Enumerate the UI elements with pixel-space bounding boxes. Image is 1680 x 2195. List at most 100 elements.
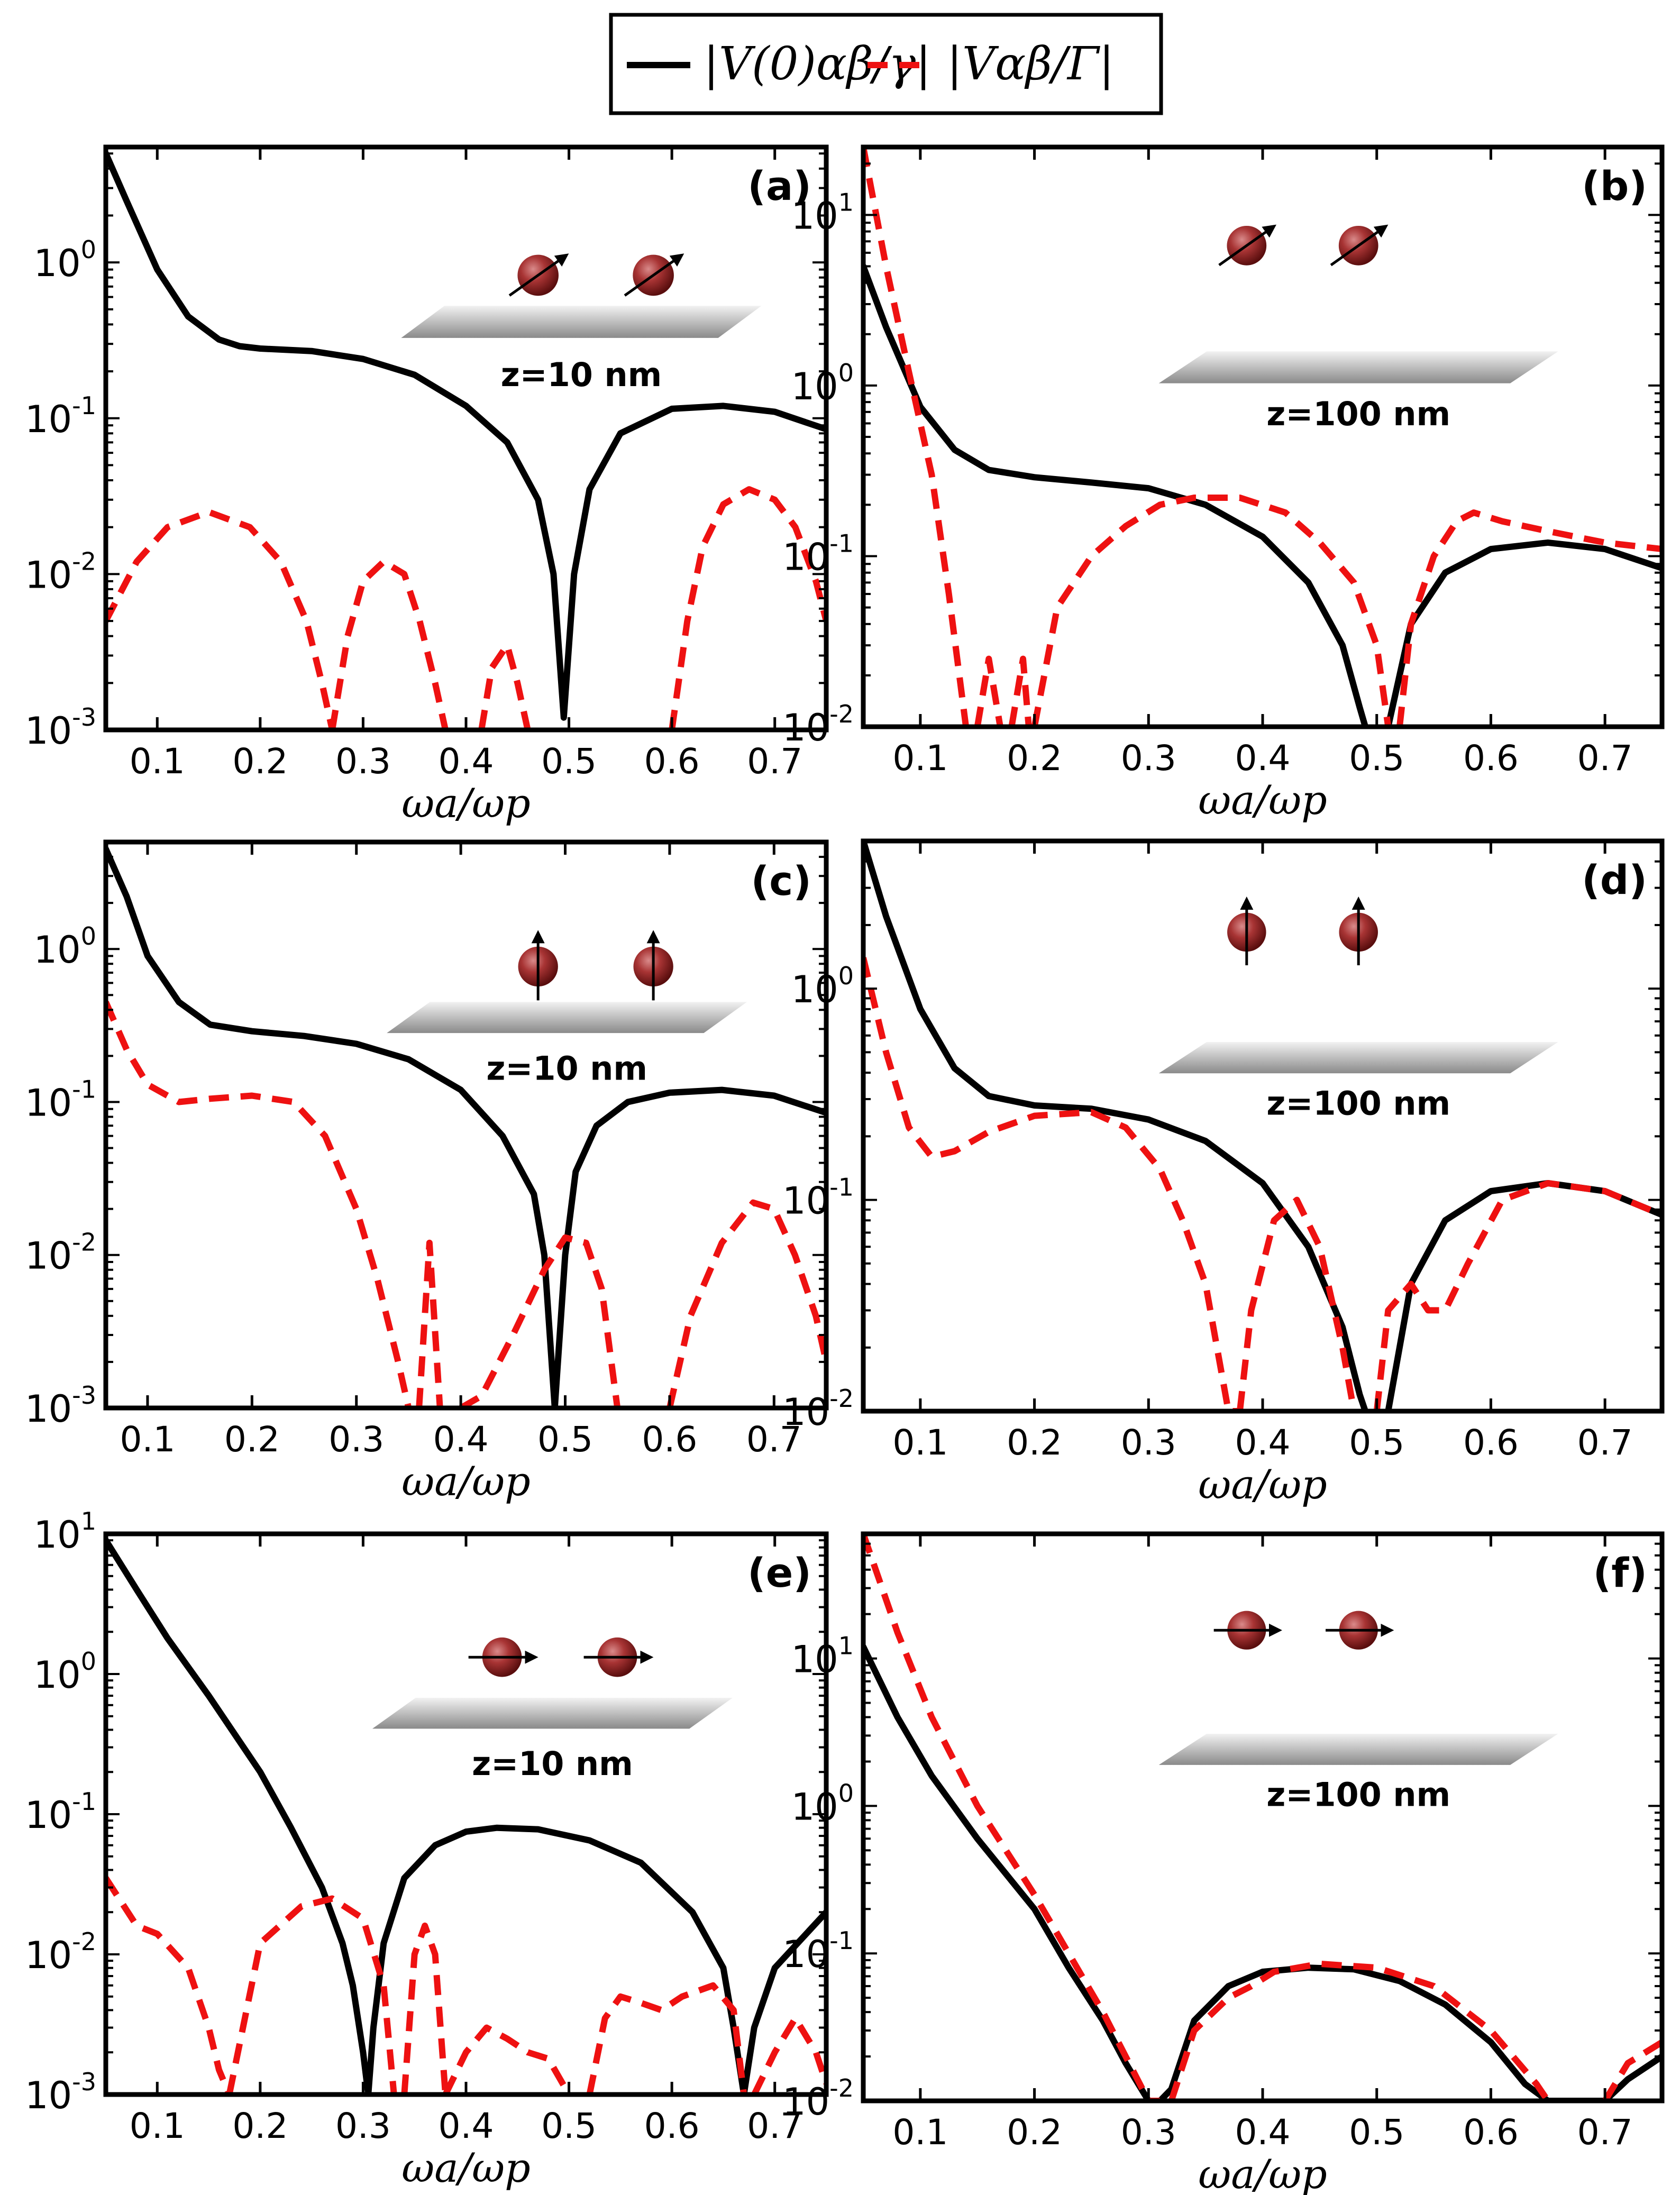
panel-d-xtick-label: 0.7 xyxy=(1577,1422,1633,1463)
panel-c-ytick-label: 10-1 xyxy=(25,1075,96,1124)
panel-f-ytick-label: 10-1 xyxy=(782,1926,854,1976)
panel-f-ytick-label: 101 xyxy=(791,1632,854,1681)
panel-a: 0.1 0.2 0.3 0.4 0.5 0.6 0.7 10-3 10-2 10-1 100 (a)… xyxy=(25,144,829,827)
panel-b-series2-line-seg2 xyxy=(974,655,1003,727)
panel-a-ytick-label: 10-2 xyxy=(25,547,96,597)
panel-f-xtick-label: 0.4 xyxy=(1235,2112,1291,2153)
panel-d-xtick-label: 0.5 xyxy=(1349,1422,1404,1463)
panel-e-series2-line-seg6 xyxy=(751,2015,826,2095)
panel-c-series2-line-seg2 xyxy=(416,1239,443,1408)
panel-d-xtick-label: 0.1 xyxy=(892,1422,948,1463)
panel-b-xtick-label: 0.3 xyxy=(1121,738,1176,779)
panel-c-xtick-label: 0.4 xyxy=(433,1419,489,1460)
panel-f-series2-line-seg2 xyxy=(1168,1960,1551,2101)
panel-e-xtick-label: 0.4 xyxy=(439,2106,494,2146)
panel-b-frame xyxy=(861,144,1665,729)
panel-b-series2-line-seg4 xyxy=(1031,495,1392,727)
panel-b-xtick-label: 0.2 xyxy=(1007,738,1062,779)
panel-d-frame xyxy=(861,838,1665,1414)
panel-a-tag: (a) xyxy=(747,162,811,209)
panel-b-surface xyxy=(1158,351,1558,383)
panel-e-series2-line-seg3 xyxy=(401,1922,449,2095)
panel-f-xlabel: ωa/ωp xyxy=(1198,2151,1327,2195)
panel-e-ytick-label: 10-3 xyxy=(25,2068,96,2117)
panel-a-xlabel: ωa/ωp xyxy=(401,780,531,827)
panel-c-ytick-label: 10-3 xyxy=(25,1381,96,1431)
panel-b-series2-line-seg1 xyxy=(863,147,970,727)
panel-b-xtick-label: 0.4 xyxy=(1235,738,1291,779)
panel-e-ytick-label: 10-1 xyxy=(25,1787,96,1837)
panel-f-xtick-label: 0.5 xyxy=(1349,2112,1404,2153)
panel-e-xtick-label: 0.3 xyxy=(335,2106,391,2146)
panel-e-series2-line-seg2 xyxy=(226,1895,397,2095)
panel-d-ytick-label: 10-1 xyxy=(782,1173,854,1223)
panel-b-series2-line-seg5 xyxy=(1396,509,1662,727)
panel-b-dipole-arrow-1 xyxy=(1218,224,1276,267)
legend-label-series2: |Vαβ/Γ| xyxy=(947,38,1115,90)
legend-label-series1: |V(0)αβ/γ| xyxy=(704,38,931,90)
panel-d-curves xyxy=(863,841,1662,1411)
panel-f-ytick-label: 100 xyxy=(791,1779,854,1828)
panel-e-series1-line xyxy=(106,1537,826,2095)
panel-e-frame xyxy=(103,1531,829,2097)
panel-c-series1-line xyxy=(106,846,826,1408)
panel-e-ytick-label: 100 xyxy=(34,1647,96,1697)
panel-c-frame xyxy=(103,839,829,1411)
panel-e-decor xyxy=(372,1637,733,1729)
panel-c-ytick-label: 10-2 xyxy=(25,1228,96,1278)
panel-a-ticks: 0.1 0.2 0.3 0.4 0.5 0.6 0.7 10-3 10-2 10-1 100 xyxy=(25,147,826,782)
panel-e-xtick-label: 0.5 xyxy=(541,2106,597,2146)
panel-c: 0.1 0.2 0.3 0.4 0.5 0.6 0.7 10-3 10-2 10-1 100 (c)… xyxy=(25,839,829,1505)
panel-b-ytick-label: 10-1 xyxy=(782,529,854,579)
panel-d-xtick-label: 0.3 xyxy=(1121,1422,1176,1463)
panel-d-xtick-label: 0.2 xyxy=(1007,1422,1062,1463)
panel-f-decor xyxy=(1158,1611,1558,1765)
panel-c-xtick-label: 0.5 xyxy=(537,1419,593,1460)
panel-f-tag: (f) xyxy=(1593,1549,1647,1596)
panel-e-curves xyxy=(106,1537,826,2095)
panel-d-series2-line-seg1 xyxy=(863,957,1240,1411)
panel-c-series2-line-seg3 xyxy=(459,1234,621,1408)
panel-d-ticks: 0.1 0.2 0.3 0.4 0.5 0.6 0.7 10-2 10-1 100 xyxy=(782,840,1662,1463)
panel-f-xtick-label: 0.2 xyxy=(1007,2112,1062,2153)
panel-b-decor xyxy=(1158,224,1558,383)
panel-e-ytick-label: 10-2 xyxy=(25,1927,96,1977)
panel-b-xtick-label: 0.5 xyxy=(1349,738,1404,779)
panel-a-ytick-label: 10-1 xyxy=(25,391,96,441)
panel-a-xtick-label: 0.3 xyxy=(335,741,391,782)
panel-e-xtick-label: 0.2 xyxy=(232,2106,288,2146)
panel-c-xtick-label: 0.6 xyxy=(642,1419,697,1460)
panel-e-series2-line-seg4 xyxy=(442,2024,572,2095)
panel-e-tag: (e) xyxy=(747,1549,811,1596)
panel-c-xtick-label: 0.7 xyxy=(746,1419,802,1460)
panel-e-xtick-label: 0.7 xyxy=(747,2106,802,2146)
panel-c-series2-line-seg4 xyxy=(666,1199,826,1408)
panel-d-decor xyxy=(1158,896,1558,1074)
panel-a-xtick-label: 0.6 xyxy=(644,741,700,782)
panel-b-ytick-label: 101 xyxy=(791,188,854,237)
panel-a-series2-line-seg3 xyxy=(478,642,531,730)
panel-d-series1-line xyxy=(863,841,1662,1411)
panel-f-surface xyxy=(1158,1733,1558,1765)
panel-a-xtick-label: 0.2 xyxy=(232,741,288,782)
panel-c-xtick-label: 0.3 xyxy=(328,1419,384,1460)
panel-c-surface xyxy=(387,1002,747,1034)
panel-f-xtick-label: 0.6 xyxy=(1463,2112,1519,2153)
panel-c-tag: (c) xyxy=(751,857,811,904)
panel-b-z-label: z=100 nm xyxy=(1266,395,1450,433)
panel-f-ticks: 0.1 0.2 0.3 0.4 0.5 0.6 0.7 10-2 10-1 100 101 xyxy=(782,1533,1662,2153)
panel-a-ytick-label: 10-3 xyxy=(25,703,96,753)
panel-f-frame xyxy=(861,1531,1665,2103)
panel-c-series2-line-seg1 xyxy=(106,1001,412,1408)
panel-d: 0.1 0.2 0.3 0.4 0.5 0.6 0.7 10-2 10-1 100 (d) z=1… xyxy=(782,838,1665,1508)
panel-d-series2-line-seg2 xyxy=(1236,1196,1357,1411)
panel-c-xtick-label: 0.2 xyxy=(224,1419,280,1460)
panel-b-series2-line-seg3 xyxy=(1008,655,1032,727)
panel-a-xtick-label: 0.1 xyxy=(130,741,185,782)
panel-a-xtick-label: 0.5 xyxy=(541,741,597,782)
panel-a-z-label: z=10 nm xyxy=(501,355,662,394)
panel-d-surface xyxy=(1158,1041,1558,1074)
panel-d-xlabel: ωa/ωp xyxy=(1198,1461,1327,1508)
panel-b-ytick-label: 10-2 xyxy=(782,700,854,749)
